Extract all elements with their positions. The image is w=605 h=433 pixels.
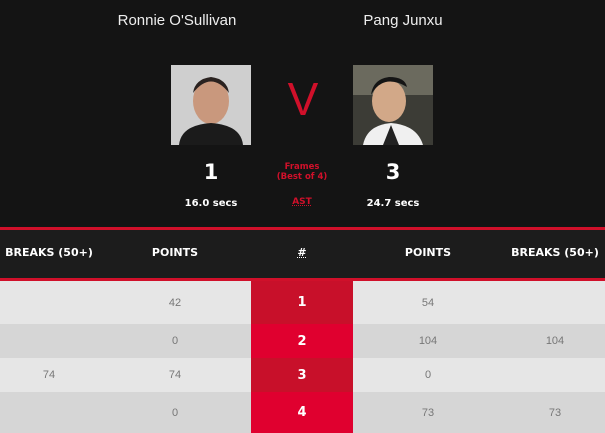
cell-breaks-left: [0, 324, 98, 358]
header-points-right: POINTS: [404, 246, 452, 259]
cell-frame: 3: [251, 358, 353, 392]
header-points-left: POINTS: [151, 246, 199, 259]
frames-table: 42 1 54 0 2 104 104 74 74 3 0 0 4 73 73: [0, 281, 605, 433]
table-header: BREAKS (50+) POINTS # POINTS BREAKS (50+…: [0, 230, 605, 278]
cell-points-left: 0: [171, 335, 179, 347]
cell-points-right: 73: [421, 406, 435, 419]
player-2-name: Pang Junxu: [363, 12, 443, 29]
ast-label: AST: [292, 197, 312, 207]
cell-points-left: 0: [171, 406, 179, 419]
player-2-photo: [353, 65, 433, 145]
cell-breaks-left: [0, 281, 98, 324]
divider: [0, 278, 605, 281]
table-row: 0 2 104 104: [0, 324, 605, 358]
cell-breaks-left: 74: [42, 369, 56, 381]
cell-points-right: 0: [424, 369, 432, 381]
frames-label: Frames (Best of 4): [262, 162, 342, 182]
cell-points-left: 74: [168, 369, 182, 381]
cell-points-right: 104: [418, 335, 438, 347]
cell-breaks-left: [0, 392, 98, 433]
player-1-shot-time: 16.0 secs: [184, 198, 238, 209]
cell-breaks-right: 104: [545, 335, 565, 347]
table-row: 74 74 3 0: [0, 358, 605, 392]
best-of-text: (Best of 4): [276, 172, 328, 182]
cell-breaks-right: 73: [548, 406, 562, 419]
table-row: 42 1 54: [0, 281, 605, 324]
player-1-score: 1: [203, 160, 219, 184]
cell-breaks-right: [505, 281, 605, 324]
player-1-photo: [171, 65, 251, 145]
header-frame: #: [297, 246, 307, 259]
cell-frame: 4: [251, 392, 353, 433]
cell-points-left: 42: [168, 296, 182, 309]
cell-breaks-right: [505, 358, 605, 392]
player-2-shot-time: 24.7 secs: [366, 198, 420, 209]
cell-frame: 1: [251, 281, 353, 324]
player-1-name: Ronnie O'Sullivan: [117, 12, 237, 29]
divider: [0, 227, 605, 230]
versus-label: V: [287, 73, 319, 125]
player-2-score: 3: [385, 160, 401, 184]
cell-points-right: 54: [421, 296, 435, 309]
header-breaks-right: BREAKS (50+): [511, 246, 599, 259]
header-breaks-left: BREAKS (50+): [5, 246, 93, 259]
table-row: 0 4 73 73: [0, 392, 605, 433]
frames-text: Frames: [284, 162, 320, 172]
cell-frame: 2: [251, 324, 353, 358]
